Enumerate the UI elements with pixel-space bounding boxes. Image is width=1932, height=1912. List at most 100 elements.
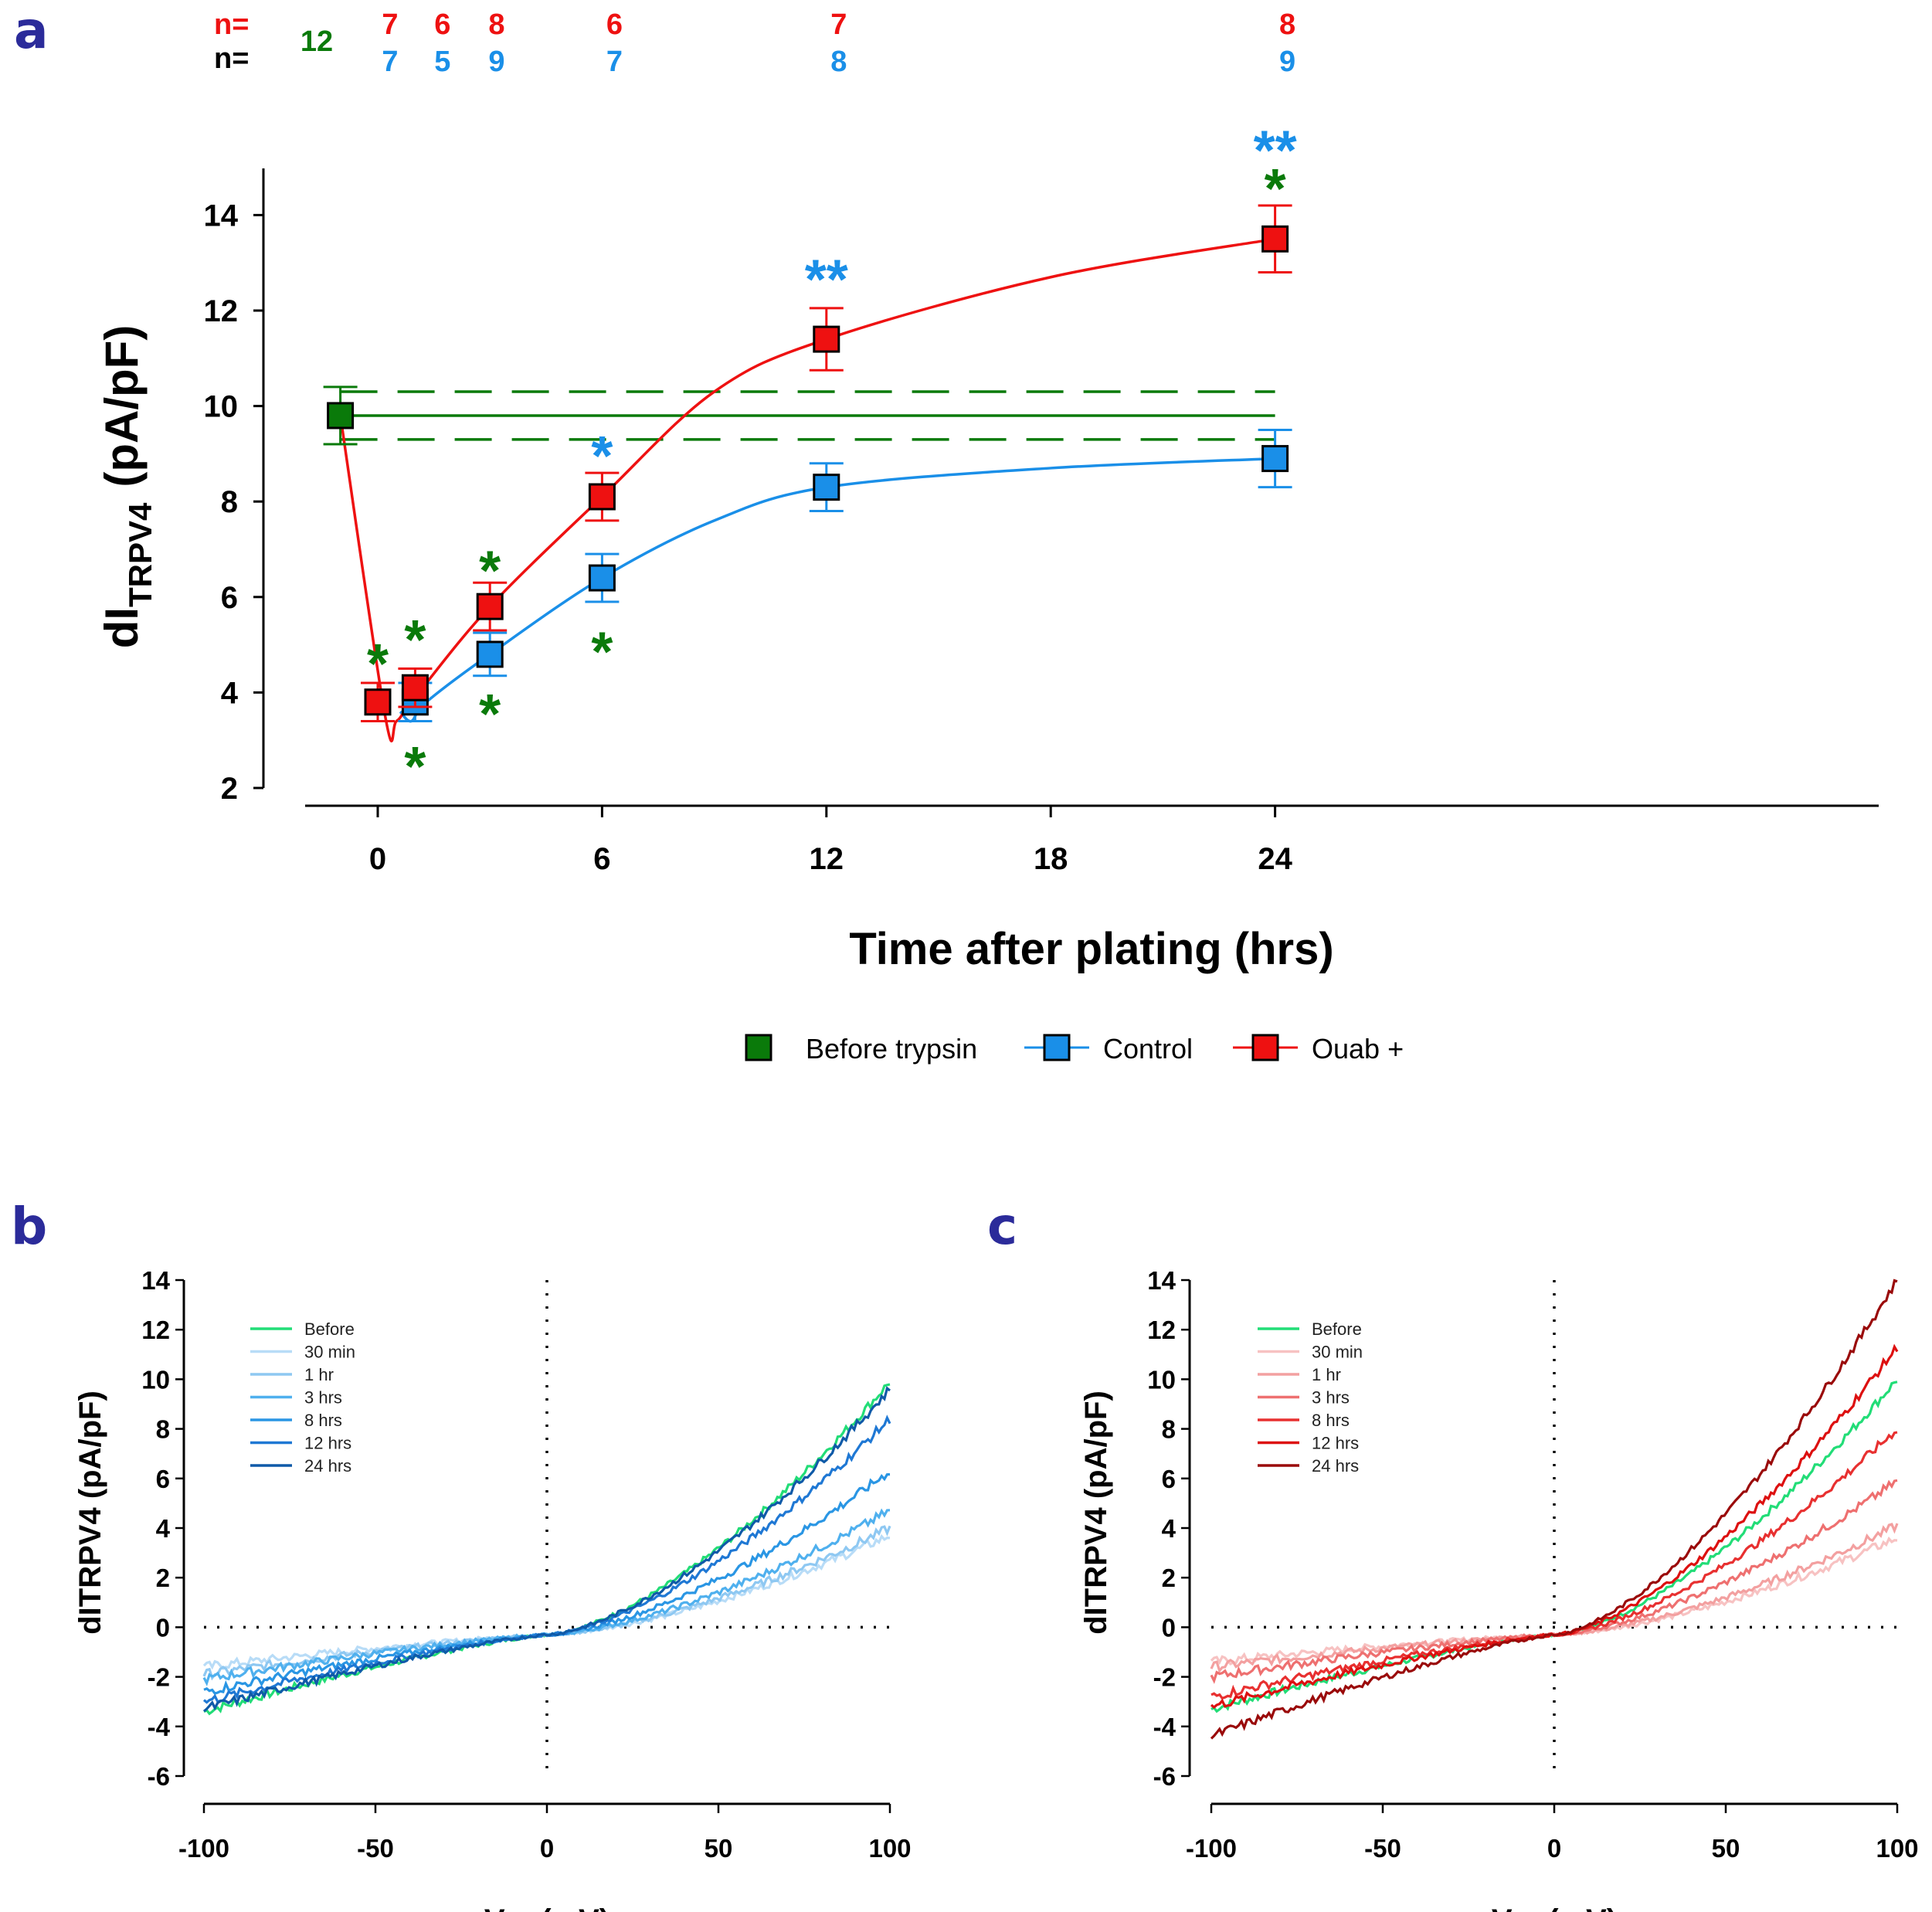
y-tick-label: -2 (148, 1663, 170, 1692)
significance-marker: * (1265, 158, 1286, 220)
legend-label: 8 hrs (304, 1411, 342, 1430)
y-tick-label: 4 (1162, 1514, 1177, 1543)
ouab-point (588, 483, 616, 511)
significance-marker: * (591, 622, 613, 684)
n-label-control: n= (214, 42, 249, 75)
y-tick-label: 0 (156, 1613, 170, 1642)
n-control: 5 (434, 46, 450, 78)
x-axis-label: Vm (mV) (484, 1904, 609, 1912)
iv-trace-24-hrs (202, 1386, 891, 1713)
chart-panel-b: -6 -4 -2 0 2 4 6 8 10 12 14 -100 -50 0 50 100 Vm (mV) dIT… (73, 1266, 912, 1912)
y-tick-label: 8 (156, 1415, 170, 1444)
x-tick-label: -50 (357, 1834, 394, 1863)
control-point (1261, 445, 1289, 473)
x-tick-label: 0 (540, 1834, 554, 1863)
y-tick-label: 10 (1147, 1365, 1176, 1394)
x-tick-label: 50 (1712, 1834, 1740, 1863)
iv-trace-3-hrs (1210, 1479, 1898, 1684)
significance-marker: * (404, 736, 426, 798)
x-axis-label: Time after plating (hrs) (849, 924, 1333, 974)
n-ouab: 8 (1279, 8, 1295, 41)
y-tick-label: 6 (221, 581, 238, 615)
y-tick-label: 8 (221, 485, 238, 519)
y-tick-label: 10 (141, 1365, 170, 1394)
significance-marker: ** (805, 250, 848, 311)
n-ouab: 8 (488, 8, 504, 41)
y-axis-label: dITRPV4 (pA/pF) (96, 325, 158, 649)
ouab-point (476, 593, 504, 620)
y-tick-label: 12 (1147, 1316, 1176, 1344)
y-tick-label: 6 (156, 1465, 170, 1493)
y-tick-label: -2 (1153, 1663, 1176, 1692)
legend-label: 3 hrs (1312, 1388, 1350, 1408)
y-label-unit: (pA/pF) (96, 325, 148, 487)
y-tick-label: -6 (148, 1762, 170, 1791)
control-point (476, 640, 504, 668)
legend-swatch-control (1043, 1034, 1071, 1061)
x-tick-label: -100 (178, 1834, 229, 1863)
y-tick-label: 14 (1147, 1266, 1176, 1295)
n-control: 7 (606, 46, 623, 78)
y-axis-label: dITRPV4 (pA/pF) (1079, 1391, 1113, 1635)
n-control: 8 (830, 46, 847, 78)
significance-marker: * (479, 541, 501, 603)
legend-label: Before (1312, 1319, 1362, 1339)
n-control: 9 (488, 46, 504, 78)
x-tick-label: 0 (1547, 1834, 1561, 1863)
y-label-main: dI (96, 607, 148, 648)
x-tick-label: 100 (1876, 1834, 1918, 1863)
legend-label: 12 hrs (1312, 1434, 1359, 1453)
x-tick-label: 18 (1034, 842, 1068, 876)
chart-panel-c: -6 -4 -2 0 2 4 6 8 10 12 14 -100 -50 0 50 100 Vm (mV) dIT… (1079, 1266, 1919, 1912)
y-tick-label: 14 (204, 199, 239, 233)
y-tick-label: -4 (148, 1713, 171, 1741)
legend-label: 1 hr (304, 1365, 334, 1384)
panel-letter-a: a (14, 1, 49, 60)
legend-label: 8 hrs (1312, 1411, 1350, 1430)
ouab-point (364, 688, 392, 716)
significance-marker: * (591, 426, 613, 487)
x-tick-label: 100 (868, 1834, 911, 1863)
legend-label-ouab: Ouab + (1312, 1033, 1404, 1065)
iv-trace-24-hrs (1210, 1279, 1898, 1740)
n-ouab: 6 (434, 8, 450, 41)
legend-label-before: Before trypsin (806, 1033, 977, 1065)
y-tick-label: 2 (221, 772, 238, 806)
legend-label: 12 hrs (304, 1434, 351, 1453)
panel-letter-b: b (11, 1197, 47, 1256)
y-tick-label: 0 (1162, 1613, 1176, 1642)
legend-label: 3 hrs (304, 1388, 342, 1408)
n-ouab: 6 (606, 8, 623, 41)
y-tick-label: 2 (156, 1564, 170, 1592)
legend-label-control: Control (1103, 1033, 1193, 1065)
significance-marker: * (367, 633, 389, 695)
ouab-point (401, 674, 429, 701)
n-ouab: 7 (382, 8, 398, 41)
x-tick-label: -100 (1186, 1834, 1237, 1863)
control-point (813, 474, 840, 501)
y-tick-label: -6 (1153, 1762, 1176, 1791)
before-trypsin-point (327, 402, 355, 430)
n-control: 7 (382, 46, 398, 78)
x-tick-label: 50 (705, 1834, 733, 1863)
y-label-sub: TRPV4 (122, 502, 158, 607)
x-axis-label: Vm (mV) (1492, 1904, 1617, 1912)
significance-marker: * (479, 684, 501, 745)
legend-swatch-before (745, 1034, 772, 1061)
y-tick-label: -4 (1153, 1713, 1177, 1741)
n-before-trypsin: 12 (300, 25, 333, 58)
x-tick-label: -50 (1364, 1834, 1401, 1863)
y-tick-label: 4 (221, 676, 239, 710)
legend-swatch-ouab (1251, 1034, 1279, 1061)
significance-marker: ** (1254, 121, 1297, 182)
iv-trace-3-hrs (202, 1508, 891, 1686)
ouab-fit-line (338, 237, 1275, 742)
legend-label: 24 hrs (1312, 1456, 1359, 1476)
x-tick-label: 24 (1258, 842, 1292, 876)
n-ouab: 7 (830, 8, 847, 41)
legend-label: 30 min (1312, 1343, 1363, 1362)
y-tick-label: 14 (141, 1266, 170, 1295)
n-label-ouab: n= (214, 8, 249, 41)
ouab-point (813, 325, 840, 353)
